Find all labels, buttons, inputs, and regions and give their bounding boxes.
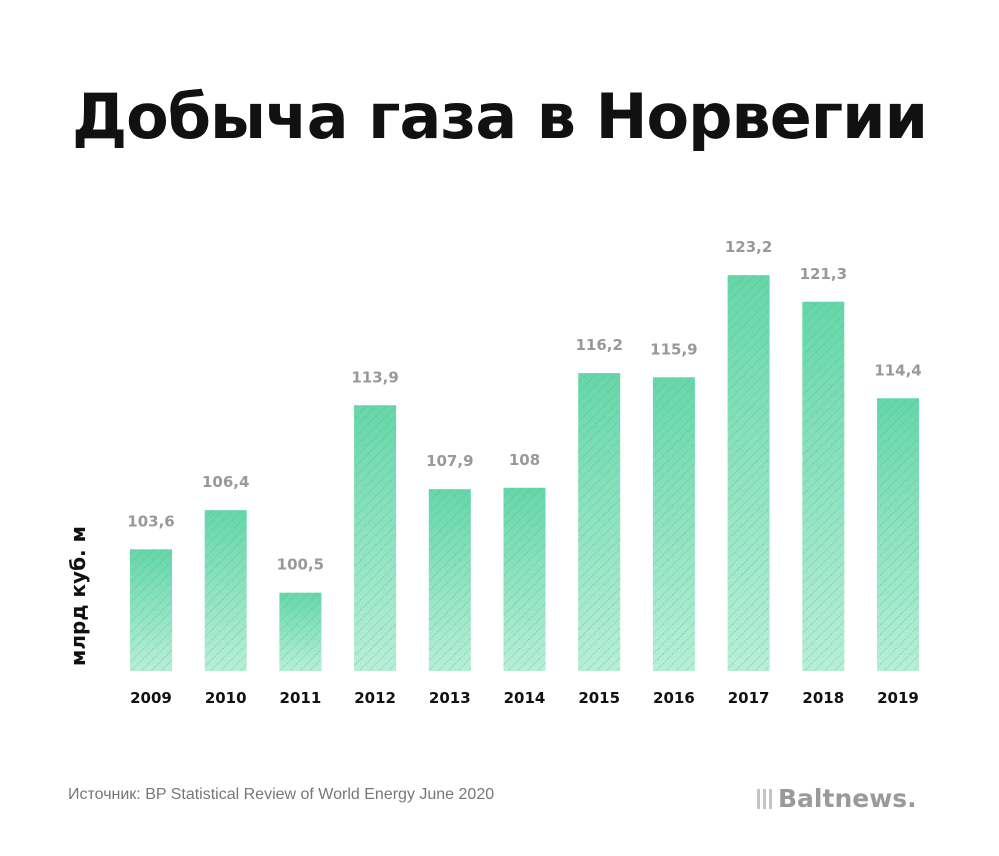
bar-hatch	[877, 398, 919, 671]
value-label: 114,4	[874, 361, 921, 379]
value-label: 116,2	[575, 336, 622, 354]
value-label: 106,4	[202, 473, 249, 491]
x-tick-label: 2010	[205, 689, 247, 707]
baltnews-logo: Baltnews.	[757, 784, 917, 813]
bar-hatch	[130, 549, 172, 671]
value-label: 115,9	[650, 340, 697, 358]
source-note: Источник: BP Statistical Review of World…	[68, 786, 495, 803]
value-label: 123,2	[725, 238, 772, 256]
logo-bars-icon	[757, 788, 772, 809]
value-label: 121,3	[800, 265, 847, 283]
bar-hatch	[727, 275, 770, 671]
bar-hatch	[503, 487, 546, 671]
x-tick-label: 2016	[653, 689, 695, 707]
bar-hatch	[204, 510, 247, 671]
x-tick-label: 2013	[429, 689, 471, 707]
bar-hatch	[652, 377, 695, 671]
bar-hatch	[279, 592, 322, 671]
x-tick-label: 2009	[130, 689, 172, 707]
value-label: 108	[509, 451, 540, 469]
bar-hatch	[578, 373, 621, 671]
x-tick-label: 2014	[504, 689, 546, 707]
chart-title: Добыча газа в Норвегии	[71, 80, 928, 153]
logo-text: Baltnews.	[778, 784, 917, 813]
x-tick-label: 2011	[280, 689, 322, 707]
bar-hatch	[802, 301, 845, 671]
value-label: 100,5	[277, 556, 324, 574]
bar-hatch	[428, 489, 471, 671]
x-tick-label: 2015	[578, 689, 620, 707]
value-label: 107,9	[426, 452, 473, 470]
bar-hatch	[354, 405, 397, 671]
x-tick-label: 2017	[728, 689, 770, 707]
value-label: 113,9	[351, 368, 398, 386]
x-tick-label: 2012	[354, 689, 396, 707]
x-tick-label: 2018	[802, 689, 844, 707]
x-tick-label: 2019	[877, 689, 919, 707]
value-label: 103,6	[127, 512, 174, 530]
